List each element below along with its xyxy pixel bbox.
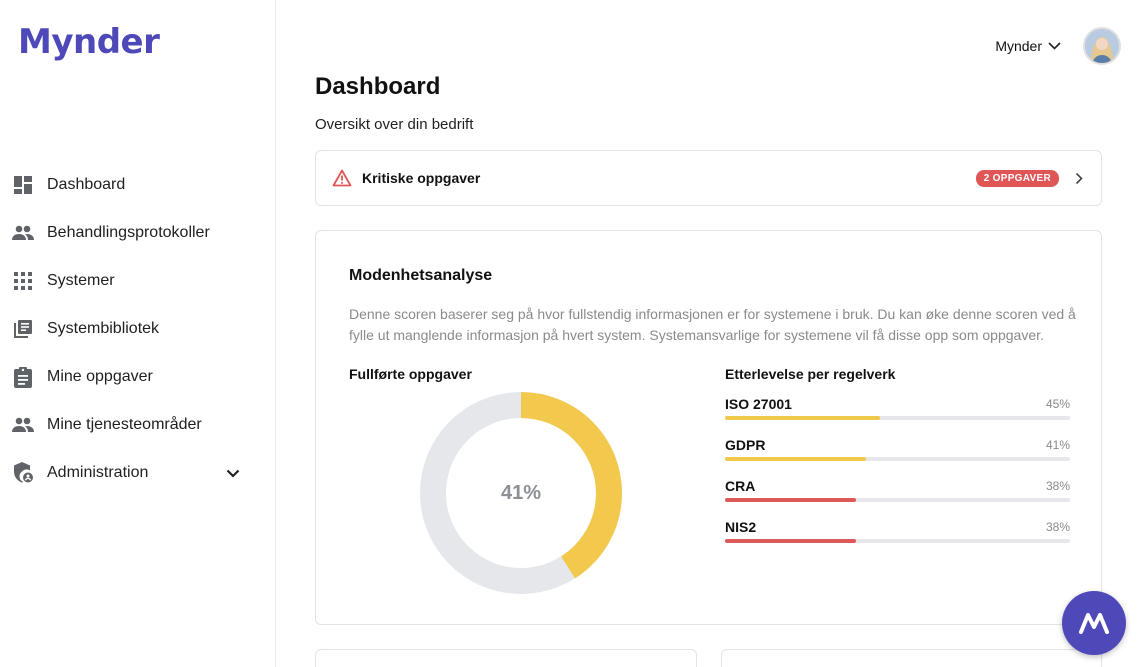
maturity-card: Modenhetsanalyse Denne scoren baserer se… [315, 230, 1102, 625]
completion-percent: 41% [500, 481, 542, 504]
critical-tasks-title: Kritiske oppgaver [362, 170, 481, 186]
framework-name: NIS2 [725, 519, 757, 535]
user-name[interactable]: Mynder [995, 38, 1042, 54]
framework-percent: 45% [1045, 397, 1070, 411]
sidebar-item-systembibliotek[interactable]: Systembibliotek [0, 305, 276, 353]
library-icon [12, 318, 34, 340]
mynder-logo-icon [1079, 613, 1109, 634]
sidebar-item-administration[interactable]: Administration [0, 449, 276, 497]
sidebar-item-dashboard[interactable]: Dashboard [0, 161, 276, 209]
framework-percent: 41% [1045, 438, 1070, 452]
progress-fill [725, 416, 881, 420]
framework-name: ISO 27001 [725, 396, 792, 412]
sidebar-nav: Dashboard Behandlingsprotokoller Systeme… [0, 161, 276, 497]
maturity-description: Denne scoren baserer seg på hvor fullste… [349, 306, 1076, 343]
sidebar-item-label: Mine tjenesteområder [47, 416, 202, 433]
progress-track [725, 539, 1070, 543]
progress-track [725, 416, 1070, 420]
sidebar-item-mine-tjenesteomrader[interactable]: Mine tjenesteområder [0, 401, 276, 449]
grid-icon [12, 270, 34, 292]
framework-name: CRA [725, 478, 756, 494]
warning-icon [332, 169, 352, 187]
logo[interactable]: Mynder [18, 22, 160, 62]
chevron-right-icon[interactable] [1075, 172, 1083, 185]
sidebar-item-label: Dashboard [47, 176, 126, 193]
bottom-card-right [721, 649, 1102, 667]
sidebar-item-label: Administration [47, 464, 149, 481]
status-badge: 2 OPPGAVER [975, 169, 1059, 187]
sidebar-item-behandlingsprotokoller[interactable]: Behandlingsprotokoller [0, 209, 276, 257]
critical-tasks-card[interactable]: Kritiske oppgaver 2 OPPGAVER [315, 150, 1102, 206]
chevron-down-icon[interactable] [226, 469, 240, 478]
compliance-title: Etterlevelse per regelverk [725, 366, 896, 382]
donut-fill [420, 392, 622, 594]
completion-donut [420, 392, 622, 594]
framework-row: GDPR 41% [725, 435, 1070, 476]
progress-track [725, 498, 1070, 502]
framework-row: ISO 27001 45% [725, 394, 1070, 435]
progress-track [725, 457, 1070, 461]
sidebar-item-label: Behandlingsprotokoller [47, 224, 210, 241]
framework-row: CRA 38% [725, 476, 1070, 517]
framework-percent: 38% [1045, 520, 1070, 534]
progress-fill [725, 457, 867, 461]
framework-row: NIS2 38% [725, 517, 1070, 558]
shield-icon [12, 462, 34, 484]
avatar[interactable] [1083, 27, 1121, 65]
bottom-card-left [315, 649, 697, 667]
clipboard-icon [12, 366, 34, 388]
progress-fill [725, 498, 857, 502]
chevron-down-icon[interactable] [1048, 42, 1061, 50]
completed-tasks-title: Fullførte oppgaver [349, 366, 472, 382]
page-title: Dashboard [315, 73, 441, 100]
assistant-button[interactable] [1062, 591, 1126, 655]
user-menu[interactable]: Mynder [995, 27, 1121, 65]
framework-list: ISO 27001 45% GDPR 41% CRA 38% NIS2 38% [725, 394, 1070, 558]
dashboard-icon [12, 174, 34, 196]
progress-fill [725, 539, 857, 543]
sidebar-item-label: Systemer [47, 272, 115, 289]
sidebar-item-systemer[interactable]: Systemer [0, 257, 276, 305]
page-subtitle: Oversikt over din bedrift [315, 116, 474, 133]
people-icon [12, 414, 34, 436]
people-icon [12, 222, 34, 244]
maturity-title: Modenhetsanalyse [349, 267, 493, 284]
framework-percent: 38% [1045, 479, 1070, 493]
framework-name: GDPR [725, 437, 766, 453]
sidebar-item-label: Systembibliotek [47, 320, 160, 337]
sidebar: Mynder Dashboard Behandlingsprotokoller … [0, 0, 276, 667]
sidebar-item-mine-oppgaver[interactable]: Mine oppgaver [0, 353, 276, 401]
sidebar-item-label: Mine oppgaver [47, 368, 153, 385]
